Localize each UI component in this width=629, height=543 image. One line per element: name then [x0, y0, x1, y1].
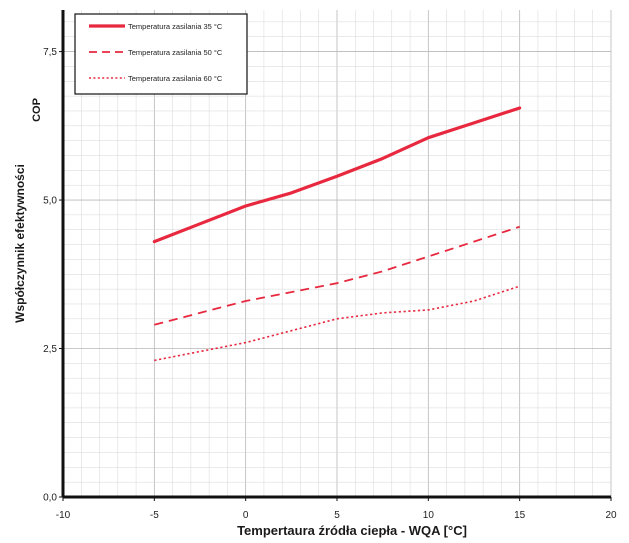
x-tick-label: 5	[334, 510, 340, 521]
series-line-dashed	[154, 225, 520, 326]
y-tick-label: 2,5	[43, 344, 57, 355]
axes: -10 -5 0 5 10 15 20 0,0 2,5 5,0 7,5	[43, 10, 617, 521]
y-tick-label: 7,5	[43, 47, 57, 58]
legend-label: Temperatura zasilania 60 °C	[128, 74, 223, 83]
x-tick-label: 0	[243, 510, 249, 521]
series-line-solid	[152, 106, 522, 244]
x-tick-label: 20	[605, 510, 617, 521]
legend-label: Temperatura zasilania 35 °C	[128, 22, 223, 31]
y-tick-label: 5,0	[43, 196, 57, 207]
series-group	[152, 106, 522, 362]
legend: Temperatura zasilania 35 °C Temperatura z…	[74, 13, 248, 95]
x-axis-title: Tempertaura źródła ciepła - WQA [°C]	[237, 523, 467, 538]
x-tick-label: -10	[56, 510, 71, 521]
x-tick-label: -5	[150, 510, 159, 521]
series-line-dotted	[154, 285, 520, 362]
axis-titles: Tempertaura źródła ciepła - WQA [°C] Wspó…	[13, 98, 467, 538]
x-tick-label: 15	[514, 510, 526, 521]
y-axis-unit: COP	[31, 98, 43, 122]
y-tick-label: 0,0	[43, 493, 57, 504]
y-axis-title: Współczynnik efektywności	[13, 164, 27, 323]
legend-label: Temperatura zasilania 50 °C	[128, 48, 223, 57]
x-tick-label: 10	[423, 510, 435, 521]
